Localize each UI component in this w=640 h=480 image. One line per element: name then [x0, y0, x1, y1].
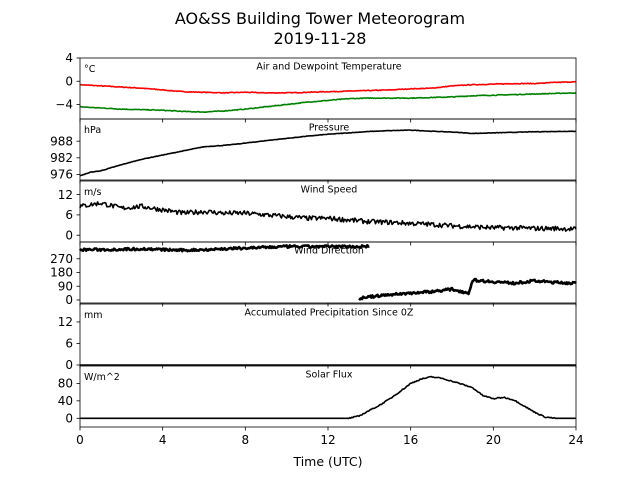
x-tick-label: 24 — [568, 433, 583, 447]
y-tick-label: 4 — [65, 51, 73, 65]
y-tick-label: 0 — [65, 74, 73, 88]
unit-label: W/m^2 — [84, 372, 120, 383]
series-line-4-1 — [79, 244, 370, 253]
y-tick-label: 80 — [58, 377, 73, 391]
x-tick-label: 16 — [403, 433, 418, 447]
y-tick-label: 0 — [65, 411, 73, 425]
y-tick-label: 90 — [58, 279, 73, 293]
y-tick-label: 0 — [65, 358, 73, 372]
series-line-4-2 — [358, 277, 577, 301]
panel-title: Air and Dewpoint Temperature — [256, 62, 401, 73]
y-tick-label: 6 — [65, 337, 73, 351]
panel-title: Accumulated Precipitation Since 0Z — [245, 308, 414, 319]
panels-group: 40−4°C Air and Dewpoint Temperature988982… — [50, 51, 584, 447]
y-tick-label: 270 — [50, 252, 73, 266]
y-tick-label: 12 — [58, 188, 73, 202]
y-tick-label: 982 — [50, 151, 73, 165]
figure-title-line1: AO&SS Building Tower Meteorogram — [175, 9, 465, 28]
series-line-1-2 — [79, 92, 577, 113]
panel-2: 988 982 976 hPa Pressure — [50, 118, 577, 184]
series-line-6-1 — [80, 375, 576, 420]
panel-6: 80 40 0 W/m^2 Solar Flux — [58, 365, 577, 431]
y-tick-label: 0 — [65, 228, 73, 242]
panel-title: Pressure — [309, 123, 350, 134]
series-line-3-1 — [79, 201, 577, 232]
panel-5: 12 6 0 mm Accumulated Precipitation Since 0Z — [58, 303, 577, 372]
panel-title: Wind Direction — [294, 246, 364, 257]
unit-label: hPa — [84, 125, 101, 136]
unit-label: m/s — [84, 187, 101, 198]
y-tick-label: 40 — [58, 394, 73, 408]
unit-label: mm — [84, 310, 103, 321]
panel-1: 4 0 −4 °C Air and Dewpoint Temperature — [55, 51, 577, 123]
x-axis-label: Time (UTC) — [292, 454, 362, 469]
panel-title: Wind Speed — [301, 185, 358, 196]
y-tick-label: 180 — [50, 266, 73, 280]
y-tick-label: 0 — [65, 293, 73, 307]
x-tick-label: 20 — [486, 433, 501, 447]
y-tick-label: 12 — [58, 315, 73, 329]
y-tick-label: 976 — [50, 168, 73, 182]
panel-3: 12 6 0 m/s Wind Speed — [58, 180, 577, 246]
unit-label: °C — [84, 64, 96, 75]
x-tick-label: 8 — [242, 433, 250, 447]
panel-title: Solar Flux — [306, 370, 353, 381]
x-tick-label: 0 — [76, 433, 84, 447]
y-tick-label: 988 — [50, 134, 73, 148]
x-tick-label: 12 — [320, 433, 335, 447]
series-line-2-1 — [79, 129, 577, 177]
series-line-1-1 — [79, 80, 577, 94]
y-tick-label: −4 — [55, 98, 73, 112]
figure-title-line2: 2019-11-28 — [274, 29, 367, 48]
x-tick-label: 4 — [159, 433, 167, 447]
y-tick-label: 6 — [65, 208, 73, 222]
